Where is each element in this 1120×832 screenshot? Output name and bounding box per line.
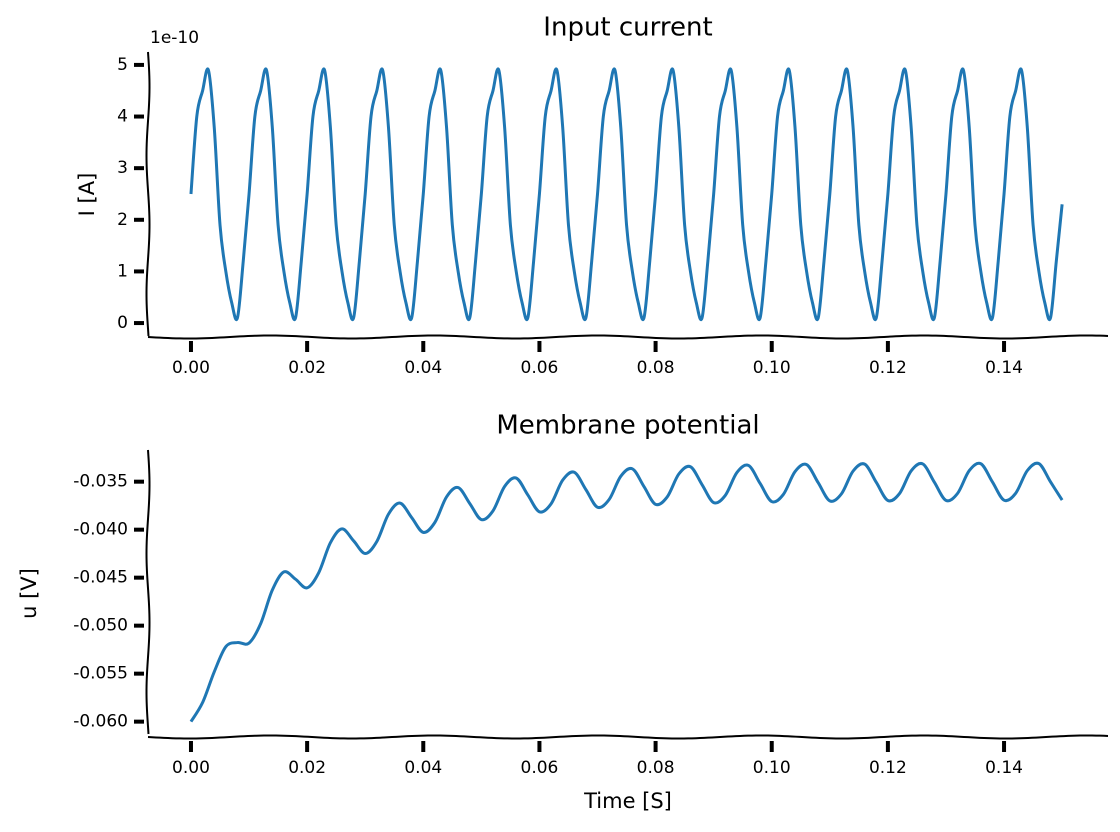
x-tick-label: 0.10 [753,358,791,378]
y-tick-label: 0 [117,313,128,333]
y-tick-label: -0.040 [73,520,128,540]
x-tick-label: 0.04 [404,358,442,378]
y-axis-line [145,51,151,337]
x-tick-label: 0.10 [753,758,791,778]
x-tick-label: 0.12 [869,758,907,778]
y-tick-label: -0.045 [73,568,128,588]
y-tick-label: 2 [117,210,128,230]
y-tick-label: -0.055 [73,664,128,684]
x-tick-label: 0.14 [985,758,1023,778]
chart-title: Input current [543,13,712,43]
y-tick-label: 4 [117,107,128,127]
chart-title: Membrane potential [496,411,759,441]
y-tick-label: 3 [117,158,128,178]
x-tick-label: 0.08 [637,358,675,378]
data-line [189,67,1064,322]
x-tick-label: 0.06 [521,358,559,378]
x-tick-label: 0.06 [521,758,559,778]
x-axis-line [147,734,1109,740]
y-axis-label: I [A] [75,173,99,217]
x-axis-line [147,334,1109,340]
x-axis-label: Time [S] [583,789,672,813]
x-tick-label: 0.14 [985,358,1023,378]
y-tick-label: -0.060 [73,712,128,732]
x-tick-label: 0.08 [637,758,675,778]
x-tick-label: 0.02 [288,758,326,778]
y-axis-label: u [V] [17,568,41,619]
y-axis-line [145,449,151,735]
y-offset-text: 1e-10 [150,28,199,48]
x-tick-label: 0.12 [869,358,907,378]
x-tick-label: 0.00 [172,758,210,778]
y-tick-label: 5 [117,55,128,75]
x-tick-label: 0.02 [288,358,326,378]
data-line [189,461,1064,723]
x-tick-label: 0.00 [172,358,210,378]
x-tick-label: 0.04 [404,758,442,778]
y-tick-label: 1 [117,261,128,281]
y-tick-label: -0.035 [73,472,128,492]
y-tick-label: -0.050 [73,616,128,636]
